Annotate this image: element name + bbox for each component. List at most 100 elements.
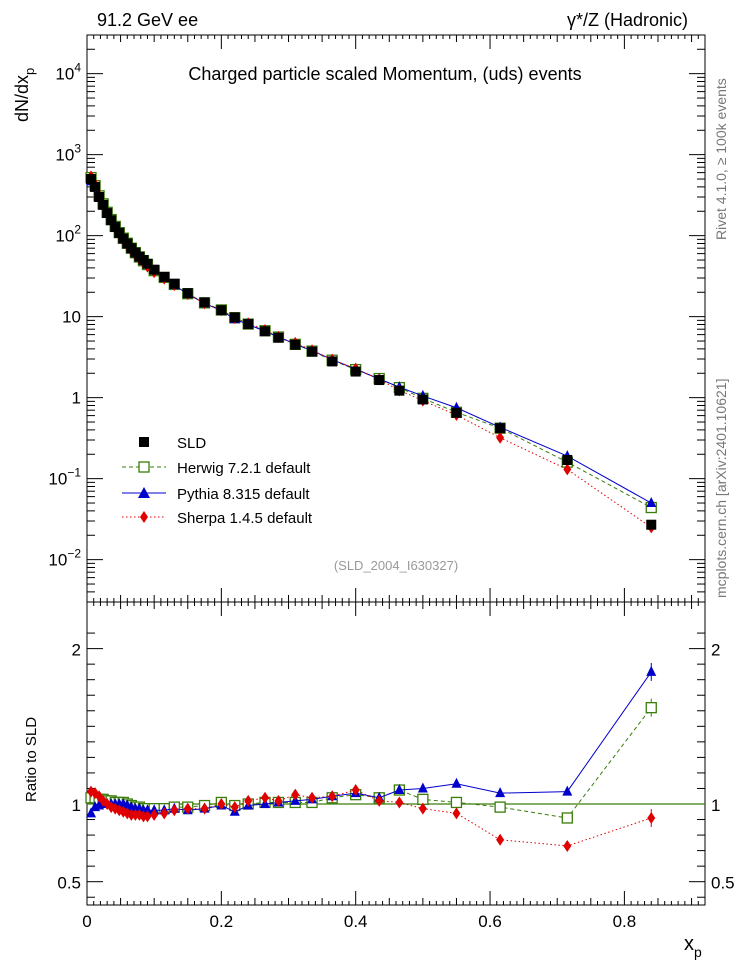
- legend-label-sherpa: Sherpa 1.4.5 default: [177, 510, 313, 527]
- ratio-tick-label-right: 0.5: [711, 874, 735, 893]
- y-tick-label: 103: [55, 142, 81, 165]
- data-point-sherpa: [496, 431, 505, 444]
- ratio-point-sherpa: [647, 811, 656, 824]
- ratio-series-layer: [85, 662, 657, 852]
- ratio-point-herwig: [645, 702, 657, 714]
- legend-entry-sherpa: Sherpa 1.4.5 default: [122, 510, 313, 527]
- ratio-point-sherpa: [308, 791, 317, 804]
- legend-marker-sld: [139, 437, 149, 447]
- data-point-sld: [149, 264, 160, 275]
- ratio-point-pythia: [417, 782, 428, 793]
- x-tick-label: 0.2: [210, 912, 234, 931]
- data-point-sld: [86, 174, 97, 185]
- y-tick-label: 104: [55, 61, 81, 84]
- data-point-sld: [374, 375, 385, 386]
- data-point-sld: [142, 258, 153, 269]
- y-tick-label: 10−1: [48, 466, 81, 489]
- ratio-point-pythia: [646, 665, 657, 676]
- ratio-point-pythia: [495, 787, 506, 798]
- ratio-point-sherpa: [183, 802, 192, 815]
- ratio-point-sherpa: [395, 796, 404, 809]
- ratio-point-sherpa: [139, 810, 148, 823]
- ratio-point-sherpa: [123, 807, 132, 820]
- series-layer: [85, 170, 657, 534]
- x-tick-label: 0.8: [613, 912, 637, 931]
- ratio-point-sherpa: [496, 833, 505, 846]
- ratio-point-sherpa: [261, 791, 270, 804]
- ratio-point-sherpa: [217, 798, 226, 810]
- ratio-point-sherpa: [452, 807, 461, 820]
- data-point-sld: [106, 215, 117, 226]
- y-tick-label: 10: [62, 308, 81, 327]
- series-sld: [86, 174, 657, 530]
- data-point-sld: [243, 319, 254, 330]
- ratio-point-sherpa: [127, 808, 136, 821]
- ratio-point-sherpa: [274, 794, 283, 807]
- data-point-sld: [94, 192, 105, 202]
- data-point-sld: [98, 199, 109, 210]
- data-point-sherpa: [563, 463, 572, 476]
- data-point-sld: [646, 519, 657, 530]
- ratio-point-pythia: [86, 807, 97, 818]
- y-axis-label: dN/dxp: [12, 68, 37, 122]
- header-right: γ*/Z (Hadronic): [567, 10, 688, 30]
- data-point-sld: [273, 332, 284, 343]
- ratio-tick-label: 1: [72, 796, 81, 815]
- ratio-y-label: Ratio to SLD: [23, 717, 40, 802]
- ratio-point-sherpa: [418, 802, 427, 815]
- data-point-sld: [199, 297, 210, 308]
- data-point-sld: [290, 339, 301, 350]
- data-point-sld: [495, 423, 506, 434]
- data-point-sld: [394, 385, 405, 396]
- data-point-sld: [159, 271, 170, 282]
- side-mcplots-label: mcplots.cern.ch [arXiv:2401.10621]: [713, 379, 729, 598]
- svg-text:xp: xp: [684, 933, 702, 960]
- chart-title: Charged particle scaled Momentum, (uds) …: [188, 64, 581, 84]
- legend-marker-herwig: [138, 461, 150, 473]
- ratio-tick-label: 0.5: [57, 874, 81, 893]
- y-tick-label: 102: [55, 223, 81, 246]
- ratio-point-sherpa: [563, 839, 572, 852]
- legend-marker-pythia: [138, 487, 150, 498]
- side-rivet-label: Rivet 4.1.0, ≥ 100k events: [713, 78, 729, 240]
- ratio-point-sherpa: [150, 808, 159, 821]
- ratio-tick-label: 2: [72, 641, 81, 660]
- ratio-point-pythia: [394, 784, 405, 795]
- data-point-sld: [260, 326, 271, 337]
- ratio-point-sherpa: [143, 810, 152, 823]
- svg-text:dN/dxp: dN/dxp: [12, 68, 37, 122]
- data-point-sld: [169, 278, 180, 289]
- x-tick-label: 0: [82, 912, 91, 931]
- ratio-point-herwig: [450, 796, 463, 809]
- data-point-sld: [90, 181, 101, 192]
- ratio-point-sherpa: [328, 790, 337, 803]
- x-tick-label: 0.4: [344, 912, 368, 931]
- ratio-point-sherpa: [375, 794, 384, 807]
- ratio-point-pythia: [562, 785, 573, 796]
- legend: SLD Herwig 7.2.1 default Pythia 8.315 de…: [122, 435, 313, 527]
- ratio-point-sherpa: [230, 801, 239, 814]
- y-tick-label: 10−2: [48, 547, 81, 570]
- data-point-sld: [102, 208, 113, 219]
- ratio-point-sherpa: [200, 802, 209, 815]
- analysis-label: (SLD_2004_I630327): [334, 558, 458, 573]
- data-point-pythia: [646, 497, 657, 508]
- data-point-sld: [327, 356, 338, 367]
- legend-label-herwig: Herwig 7.2.1 default: [177, 460, 311, 477]
- data-point-sld: [216, 305, 227, 316]
- ratio-point-sherpa: [160, 807, 169, 820]
- ratio-tick-label-right: 1: [711, 796, 720, 815]
- data-point-sld: [562, 454, 573, 465]
- x-tick-label: 0.6: [478, 912, 502, 931]
- legend-marker-sherpa: [140, 511, 148, 523]
- header-left: 91.2 GeV ee: [97, 10, 198, 30]
- legend-label-pythia: Pythia 8.315 default: [177, 486, 310, 503]
- data-point-sld: [229, 312, 240, 323]
- legend-entry-herwig: Herwig 7.2.1 default: [122, 460, 311, 477]
- data-point-sld: [182, 288, 193, 299]
- y-tick-label: 1: [72, 389, 81, 408]
- data-point-sld: [451, 407, 462, 418]
